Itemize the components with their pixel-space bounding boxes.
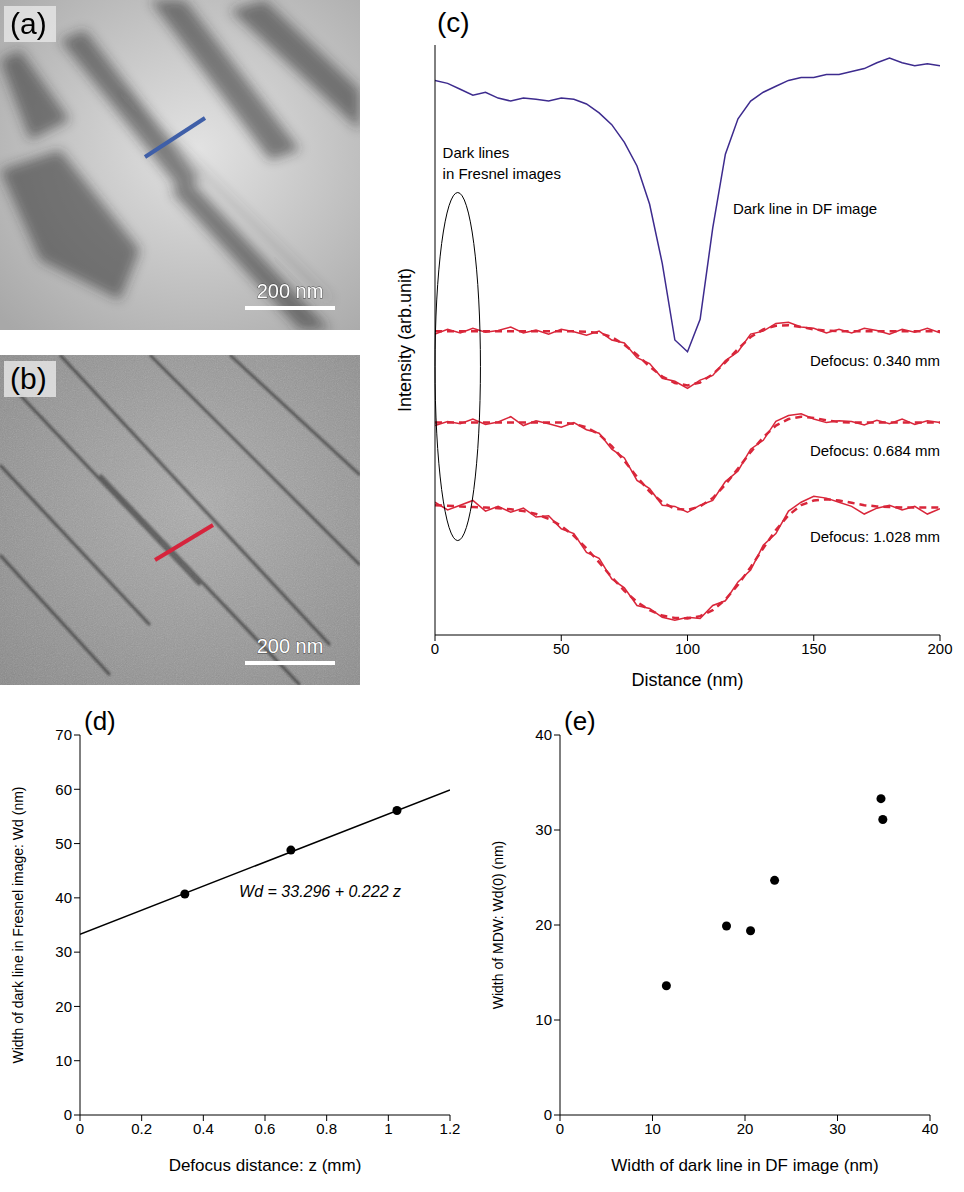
svg-text:30: 30 (55, 943, 72, 960)
svg-text:50: 50 (553, 640, 570, 657)
svg-text:0: 0 (64, 1106, 72, 1123)
svg-text:20: 20 (55, 998, 72, 1015)
svg-text:Width of dark line in DF image: Width of dark line in DF image (nm) (611, 1156, 878, 1175)
svg-text:0.2: 0.2 (131, 1120, 152, 1137)
svg-text:(b): (b) (10, 362, 47, 395)
svg-text:Defocus: 1.028 mm: Defocus: 1.028 mm (810, 528, 940, 545)
svg-text:30: 30 (535, 821, 552, 838)
svg-text:Dark lines: Dark lines (443, 144, 510, 161)
svg-text:10: 10 (535, 1011, 552, 1028)
svg-text:0: 0 (431, 640, 439, 657)
svg-text:Distance (nm): Distance (nm) (631, 670, 743, 690)
svg-text:(a): (a) (10, 7, 47, 40)
svg-text:200: 200 (927, 640, 952, 657)
svg-text:20: 20 (737, 1120, 754, 1137)
svg-text:150: 150 (801, 640, 826, 657)
svg-text:0: 0 (544, 1106, 552, 1123)
svg-text:Dark line in DF image: Dark line in DF image (733, 200, 877, 217)
svg-text:200 nm: 200 nm (257, 280, 324, 302)
svg-text:(d): (d) (84, 706, 116, 736)
svg-text:100: 100 (675, 640, 700, 657)
svg-text:0.6: 0.6 (255, 1120, 276, 1137)
svg-text:Wd = 33.296 + 0.222 z: Wd = 33.296 + 0.222 z (239, 883, 401, 900)
svg-text:Defocus distance: z (mm): Defocus distance: z (mm) (169, 1156, 362, 1175)
svg-text:0: 0 (76, 1120, 84, 1137)
svg-text:(e): (e) (564, 706, 596, 736)
svg-text:30: 30 (829, 1120, 846, 1137)
html-text:Width of MDW: Wd(0) (nm): Width of MDW: Wd(0) (nm) (490, 840, 506, 1010)
svg-text:Defocus: 0.340 mm: Defocus: 0.340 mm (810, 352, 940, 369)
svg-text:0.4: 0.4 (193, 1120, 214, 1137)
svg-text:in Fresnel images: in Fresnel images (443, 165, 561, 182)
svg-text:1.2: 1.2 (440, 1120, 461, 1137)
html-text:Intensity (arb.unit): Intensity (arb.unit) (394, 268, 415, 412)
svg-text:50: 50 (55, 835, 72, 852)
svg-text:40: 40 (55, 889, 72, 906)
svg-text:0: 0 (556, 1120, 564, 1137)
svg-text:40: 40 (922, 1120, 939, 1137)
svg-text:Defocus: 0.684 mm: Defocus: 0.684 mm (810, 442, 940, 459)
svg-text:70: 70 (55, 726, 72, 743)
svg-text:10: 10 (55, 1052, 72, 1069)
svg-text:40: 40 (535, 726, 552, 743)
svg-text:60: 60 (55, 781, 72, 798)
svg-text:10: 10 (644, 1120, 661, 1137)
svg-text:(c): (c) (437, 7, 470, 38)
svg-text:0.8: 0.8 (316, 1120, 337, 1137)
html-text:Width of dark line in Fresnel: Width of dark line in Fresnel image: Wd … (10, 786, 26, 1064)
svg-text:20: 20 (535, 916, 552, 933)
svg-text:200 nm: 200 nm (257, 635, 324, 657)
svg-text:1: 1 (384, 1120, 392, 1137)
